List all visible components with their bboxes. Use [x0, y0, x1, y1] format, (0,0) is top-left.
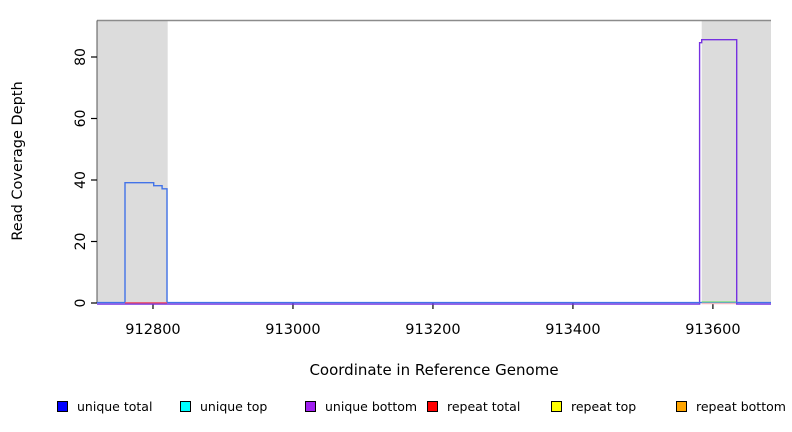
legend-label: repeat top — [571, 398, 637, 414]
y-tick-label: 0 — [73, 299, 89, 308]
series-unique-bottom — [97, 39, 771, 305]
x-axis-title: Coordinate in Reference Genome — [309, 361, 558, 379]
legend-item-unique-total: unique total — [57, 398, 152, 414]
y-axis-title: Read Coverage Depth — [10, 81, 26, 240]
legend-item-unique-bottom: unique bottom — [305, 398, 417, 414]
legend-item-repeat-bottom: repeat bottom — [676, 398, 786, 414]
y-tick-label: 60 — [73, 110, 89, 128]
repeat-top-swatch — [551, 400, 562, 412]
highlight-region — [97, 20, 168, 303]
legend-label: repeat bottom — [696, 398, 786, 414]
y-tick-label: 20 — [73, 233, 89, 251]
unique-total-swatch — [57, 400, 68, 412]
plot-canvas: 0 20 40 60 80 912800 913000 913200 913400 913600 R… — [10, 19, 771, 379]
x-tick-label: 912800 — [125, 322, 180, 338]
x-tick-label: 913400 — [545, 322, 600, 338]
unique-top-swatch — [180, 400, 191, 412]
legend-item-repeat-total: repeat total — [427, 398, 520, 414]
y-tick-label: 40 — [73, 171, 89, 189]
y-tick-label: 80 — [73, 48, 89, 66]
x-tick-label: 913600 — [685, 322, 740, 338]
legend-label: repeat total — [447, 398, 521, 414]
x-tick-label: 913000 — [265, 322, 320, 338]
legend-item-repeat-top: repeat top — [551, 398, 636, 414]
repeat-bottom-swatch — [676, 400, 687, 412]
legend-label: unique top — [200, 398, 268, 414]
legend-item-unique-top: unique top — [180, 398, 267, 414]
series-unique-total — [97, 182, 771, 304]
unique-bottom-swatch — [305, 400, 316, 412]
legend-label: unique total — [77, 398, 153, 414]
legend: unique total unique top unique bottom re… — [0, 398, 792, 416]
x-tick-label: 913200 — [405, 322, 460, 338]
repeat-total-swatch — [427, 400, 438, 412]
legend-label: unique bottom — [325, 398, 418, 414]
